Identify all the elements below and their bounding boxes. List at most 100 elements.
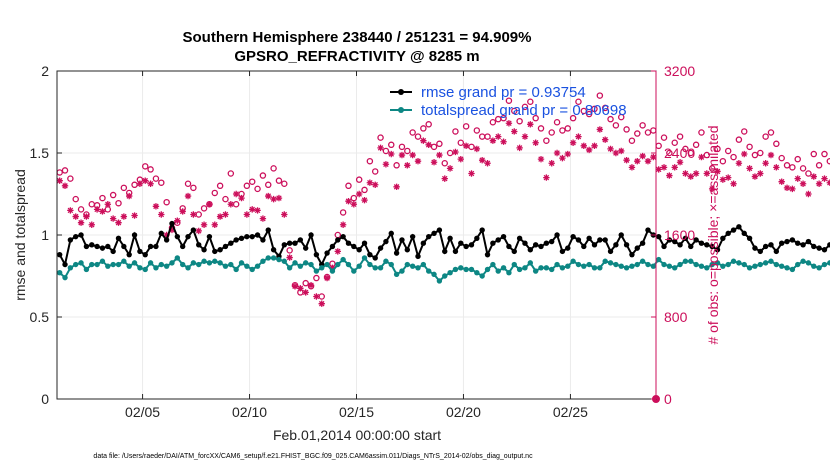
- assimilated-point: [238, 194, 245, 202]
- series-point: [452, 248, 459, 255]
- series-point: [586, 261, 592, 268]
- series-point: [532, 242, 539, 248]
- series-point: [158, 261, 164, 268]
- possible-point: [141, 163, 149, 170]
- assimilated-point: [671, 164, 678, 171]
- assimilated-point: [639, 152, 646, 160]
- series-point: [99, 258, 106, 264]
- series-point: [340, 256, 346, 263]
- series-point: [426, 233, 432, 240]
- assimilated-point: [136, 180, 144, 187]
- assimilated-point: [259, 215, 267, 222]
- assimilated-point: [527, 121, 534, 128]
- assimilated-point: [703, 170, 711, 177]
- series-point: [634, 245, 640, 251]
- series-point: [778, 263, 785, 269]
- possible-point: [805, 170, 812, 177]
- possible-point: [420, 125, 427, 132]
- possible-point: [799, 165, 807, 172]
- assimilated-point: [810, 173, 817, 180]
- series-point: [762, 260, 769, 266]
- possible-point: [115, 199, 122, 207]
- series-point: [784, 238, 790, 245]
- series-point: [260, 237, 266, 243]
- assimilated-point: [184, 192, 192, 200]
- assimilated-point: [564, 150, 571, 158]
- series-point: [281, 258, 287, 264]
- possible-point: [580, 107, 588, 115]
- series-point: [426, 268, 432, 274]
- possible-point: [596, 92, 604, 99]
- assimilated-point: [500, 138, 507, 145]
- assimilated-point: [275, 194, 283, 202]
- y-right-tick-label: 3200: [664, 63, 695, 79]
- series-point: [420, 261, 427, 268]
- possible-point: [527, 98, 534, 106]
- possible-point: [698, 129, 705, 136]
- possible-point: [757, 149, 764, 157]
- series-point: [693, 261, 699, 268]
- possible-point: [275, 177, 283, 184]
- possible-point: [724, 147, 732, 155]
- series-point: [757, 248, 763, 255]
- possible-point: [660, 134, 668, 141]
- assimilated-point: [339, 221, 347, 228]
- series-point: [661, 261, 667, 268]
- assimilated-point: [318, 300, 325, 307]
- possible-point: [692, 141, 700, 149]
- series-point: [543, 240, 550, 246]
- series-point: [607, 248, 614, 255]
- series-point: [549, 266, 555, 273]
- series-point: [795, 240, 801, 246]
- possible-point: [120, 184, 128, 192]
- series-point: [613, 261, 619, 268]
- possible-point: [99, 194, 106, 202]
- possible-point: [617, 113, 625, 121]
- possible-point: [500, 114, 507, 122]
- possible-point: [104, 206, 112, 213]
- assimilated-point: [425, 141, 432, 148]
- series-point: [185, 233, 191, 240]
- assimilated-point: [163, 231, 170, 239]
- series-point: [217, 260, 223, 266]
- assimilated-point: [249, 206, 256, 213]
- assimilated-point: [414, 158, 422, 165]
- possible-point: [634, 130, 641, 137]
- series-point: [254, 263, 261, 269]
- assimilated-point: [104, 201, 112, 208]
- series-point: [345, 240, 352, 246]
- series-point: [372, 265, 378, 271]
- series-point: [190, 227, 197, 233]
- series-point: [254, 232, 261, 238]
- assimilated-point: [778, 178, 785, 185]
- possible-point: [200, 205, 208, 212]
- series-point: [404, 247, 411, 253]
- series-point: [522, 265, 528, 271]
- assimilated-point: [682, 170, 689, 177]
- possible-point: [607, 115, 614, 123]
- series-point: [249, 266, 255, 273]
- series-point: [811, 243, 817, 250]
- series-point: [222, 243, 229, 250]
- series-point: [789, 237, 796, 243]
- possible-point: [548, 129, 555, 136]
- series-point: [575, 237, 582, 243]
- series-point: [212, 248, 218, 255]
- assimilated-point: [211, 221, 218, 228]
- series-point: [356, 263, 362, 269]
- possible-point: [56, 169, 63, 176]
- legend-swatch-marker: [398, 107, 404, 113]
- assimilated-point: [473, 145, 481, 153]
- possible-point: [61, 167, 69, 174]
- series-point: [474, 270, 480, 276]
- possible-point: [773, 140, 780, 148]
- possible-point: [371, 168, 379, 175]
- assimilated-point: [585, 146, 593, 154]
- assimilated-point: [334, 248, 341, 255]
- series-point: [602, 258, 608, 264]
- series-point: [388, 261, 394, 268]
- possible-point: [345, 182, 352, 190]
- series-point: [522, 240, 528, 246]
- series-point: [607, 260, 614, 266]
